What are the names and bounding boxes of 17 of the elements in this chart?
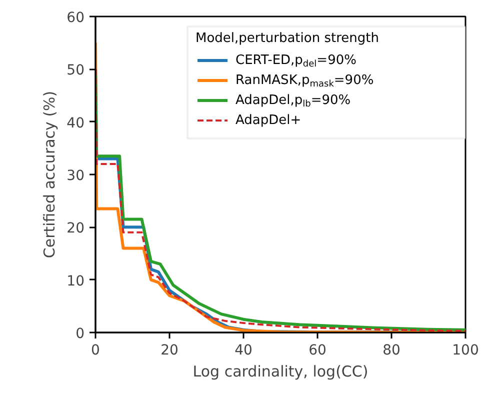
x-tick-label: 60 — [308, 342, 326, 358]
y-tick-label: 40 — [66, 115, 85, 132]
y-axis-title: Certified accuracy (%) — [40, 90, 59, 258]
y-tick-label: 50 — [66, 62, 85, 79]
x-tick-label: 40 — [234, 342, 252, 358]
x-tick-label: 80 — [382, 342, 400, 358]
legend-label: AdapDel+ — [236, 113, 302, 128]
y-tick-label: 0 — [76, 326, 85, 342]
y-tick-label: 60 — [66, 10, 85, 26]
y-tick-label: 10 — [66, 273, 85, 290]
x-tick-label: 100 — [452, 342, 479, 358]
x-tick-label: 0 — [91, 342, 100, 358]
x-tick-label: 20 — [160, 342, 178, 358]
y-tick-label: 30 — [66, 168, 85, 184]
x-axis-title: Log cardinality, log(CC) — [192, 362, 368, 380]
y-tick-label: 20 — [66, 220, 85, 237]
legend-title: Model,perturbation strength — [196, 31, 379, 46]
